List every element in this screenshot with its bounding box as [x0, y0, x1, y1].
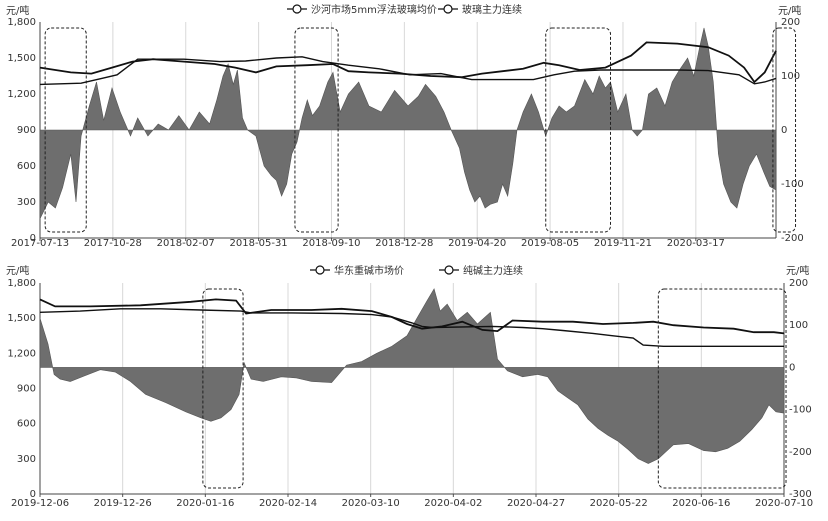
legend-label: 玻璃主力连续 — [462, 3, 522, 16]
highlight-box — [772, 27, 797, 233]
y-left-tick-label: 1,200 — [7, 348, 36, 359]
y-left-tick-label: 600 — [17, 161, 36, 172]
x-tick-label: 2017-10-28 — [84, 238, 142, 249]
y-left-tick-label: 1,500 — [7, 53, 36, 64]
x-tick-label: 2018-02-07 — [157, 238, 215, 249]
x-tick-label: 2019-12-06 — [11, 498, 69, 509]
series-line — [39, 56, 777, 86]
y-right-tick-label: 0 — [789, 362, 795, 373]
legend-label: 华东重碱市场价 — [334, 264, 404, 277]
x-tick-label: 2018-12-28 — [375, 238, 433, 249]
y-right-tick-label: 0 — [781, 125, 787, 136]
x-tick-label: 2020-03-10 — [342, 498, 400, 509]
y-left-tick-label: 1,200 — [7, 89, 36, 100]
y-left-unit: 元/吨 — [6, 264, 29, 277]
y-right-unit: 元/吨 — [778, 4, 801, 17]
legend-marker — [292, 4, 302, 14]
basis-area — [39, 27, 777, 219]
y-left-tick-label: 900 — [17, 384, 36, 395]
x-tick-label: 2020-07-10 — [755, 498, 813, 509]
x-tick-label: 2018-09-10 — [302, 238, 360, 249]
series-line — [39, 308, 784, 347]
basis-area — [39, 288, 785, 464]
legend-marker — [444, 265, 454, 275]
chart-panel-glass: 2017-07-13 2017-10-28 2018-02-07 2018-05-31… — [6, 3, 804, 249]
y-right-tick-label: -200 — [781, 233, 804, 244]
x-tick-label: 2017-07-13 — [11, 238, 69, 249]
legend-label: 沙河市场5mm浮法玻璃均价 — [311, 3, 437, 16]
y-right-unit: 元/吨 — [786, 264, 809, 277]
x-tick-label: 2020-04-02 — [424, 498, 482, 509]
x-tick-label: 2020-01-16 — [176, 498, 234, 509]
y-left-tick-label: 1,800 — [7, 17, 36, 28]
series-line — [39, 298, 785, 335]
highlight-box — [294, 27, 339, 233]
highlight-box — [545, 27, 612, 233]
x-tick-label: 2020-06-16 — [672, 498, 730, 509]
x-tick-label: 2019-12-26 — [94, 498, 152, 509]
y-left-tick-label: 300 — [17, 454, 36, 465]
y-right-tick-label: 100 — [781, 71, 800, 82]
legend-marker — [315, 265, 325, 275]
x-tick-label: 2019-04-20 — [448, 238, 506, 249]
y-right-tick-label: -100 — [781, 179, 804, 190]
y-left-tick-label: 1,800 — [7, 278, 36, 289]
y-right-tick-label: 100 — [789, 320, 808, 331]
x-tick-label: 2019-08-05 — [521, 238, 579, 249]
x-tick-label: 2020-04-27 — [507, 498, 565, 509]
y-right-tick-label: -100 — [789, 405, 812, 416]
y-right-tick-label: -300 — [789, 489, 812, 500]
y-left-tick-label: 1,500 — [7, 313, 36, 324]
x-tick-label: 2020-02-14 — [259, 498, 317, 509]
series-line — [39, 41, 777, 84]
y-left-tick-label: 0 — [30, 233, 36, 244]
x-tick-label: 2020-03-17 — [667, 238, 725, 249]
y-left-tick-label: 0 — [30, 489, 36, 500]
y-left-tick-label: 300 — [17, 197, 36, 208]
y-left-tick-label: 900 — [17, 125, 36, 136]
legend-marker — [443, 4, 453, 14]
chart-panel-soda-ash: 2019-12-06 2019-12-26 2020-01-16 2020-02-14… — [6, 264, 813, 509]
y-left-tick-label: 600 — [17, 419, 36, 430]
x-tick-label: 2019-11-21 — [594, 238, 652, 249]
y-right-tick-label: 200 — [781, 17, 800, 28]
x-tick-label: 2020-05-22 — [590, 498, 648, 509]
y-right-tick-label: 200 — [789, 278, 808, 289]
highlight-box — [657, 288, 787, 489]
highlight-box — [202, 288, 244, 489]
x-tick-label: 2018-05-31 — [230, 238, 288, 249]
legend-label: 纯碱主力连续 — [463, 264, 523, 277]
y-left-unit: 元/吨 — [6, 4, 29, 17]
y-right-tick-label: -200 — [789, 447, 812, 458]
